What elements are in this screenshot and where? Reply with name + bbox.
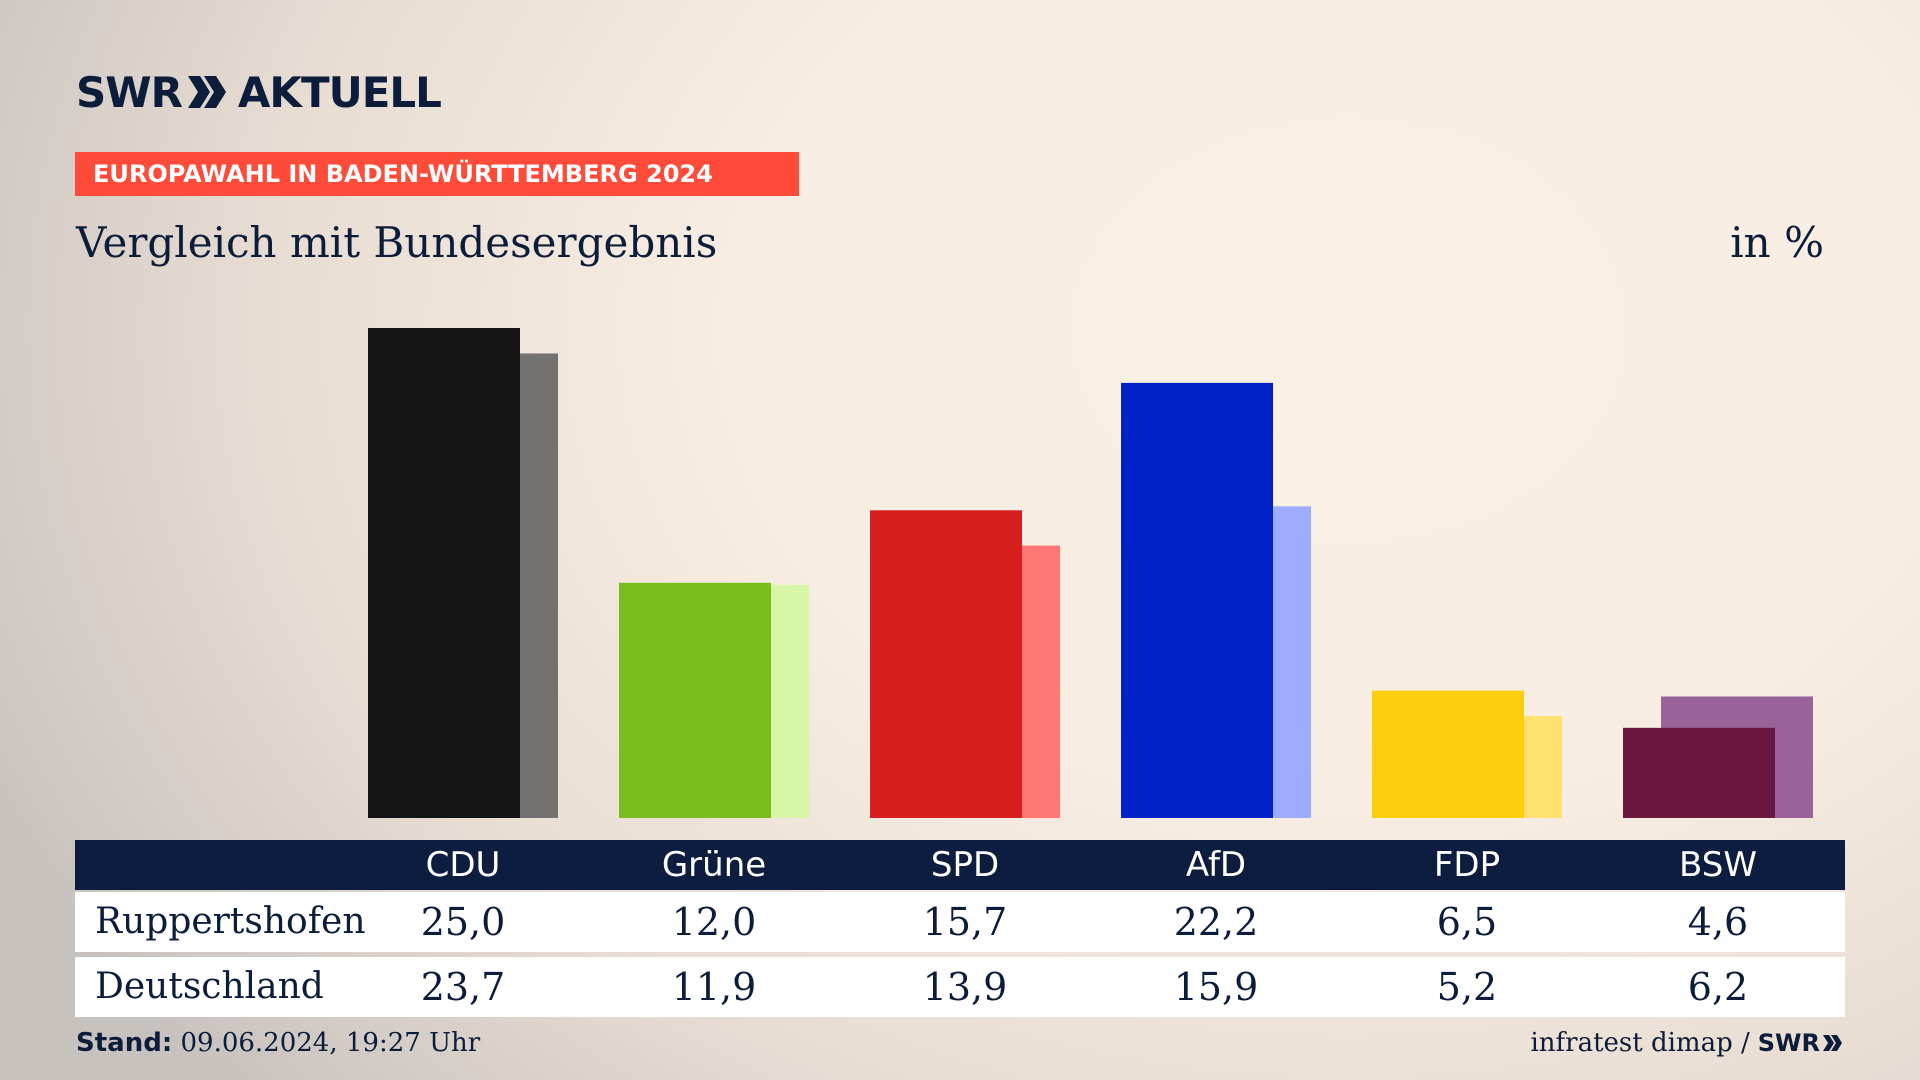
table-header: CDU Grüne SPD AfD FDP BSW [75,840,1845,890]
bar-ruppertshofen-afd [1121,382,1273,818]
bar-ruppertshofen-spd [870,510,1022,818]
row-label: Ruppertshofen [95,901,366,942]
value-cell-afd: 15,9 [1173,965,1259,1009]
column-header-cdu: CDU [425,845,501,885]
timestamp-value: 09.06.2024, 19:27 Uhr [180,1028,481,1058]
bar-chart [368,328,1813,818]
bar-ruppertshofen-grüne [619,582,771,818]
column-header-grüne: Grüne [661,845,767,885]
value-cell-afd: 22,2 [1173,900,1259,944]
source-text: infratest dimap / [1530,1028,1750,1058]
timestamp: Stand: 09.06.2024, 19:27 Uhr [76,1028,480,1058]
logo-swr-text: SWR [76,67,183,117]
table-row-national: Deutschland 23,7 11,9 13,9 15,9 5,2 6,2 [75,957,1845,1017]
row-label: Deutschland [95,966,324,1007]
value-cell-cdu: 25,0 [420,900,506,944]
source-brand: SWR [1757,1029,1820,1057]
bar-deutschland-fdp [1524,716,1562,818]
value-cell-grüne: 11,9 [671,965,757,1009]
bar-ruppertshofen-bsw [1623,727,1775,818]
bar-deutschland-afd [1273,506,1311,818]
election-banner: EUROPAWAHL IN BADEN-WÜRTTEMBERG 2024 [75,152,799,196]
unit-label: in % [1730,218,1824,267]
results-table: CDU Grüne SPD AfD FDP BSW Ruppertshofen 25,0 1… [75,840,1845,1017]
double-chevron-right-icon [187,76,226,108]
bar-ruppertshofen-cdu [368,328,520,818]
value-cell-spd: 13,9 [922,965,1008,1009]
value-cell-fdp: 6,5 [1436,900,1498,944]
value-cell-grüne: 12,0 [671,900,757,944]
value-cell-bsw: 4,6 [1687,900,1749,944]
bar-deutschland-grüne [771,584,809,818]
column-header-bsw: BSW [1679,845,1757,885]
timestamp-label: Stand: [76,1028,173,1058]
source-credit: infratest dimap / SWR [1530,1028,1844,1058]
bar-deutschland-spd [1022,545,1060,818]
column-header-fdp: FDP [1433,845,1501,885]
swr-aktuell-logo: SWR AKTUELL [76,66,442,118]
table-row-local: Ruppertshofen 25,0 12,0 15,7 22,2 6,5 4,6 [75,892,1845,952]
bar-deutschland-cdu [520,353,558,818]
value-cell-bsw: 6,2 [1687,965,1749,1009]
value-cell-fdp: 5,2 [1436,965,1498,1009]
logo-aktuell-text: AKTUELL [237,67,442,117]
chart-subtitle: Vergleich mit Bundesergebnis [76,218,718,267]
column-header-spd: SPD [930,845,1000,885]
double-chevron-right-icon [1823,1035,1842,1051]
value-cell-spd: 15,7 [922,900,1008,944]
bar-ruppertshofen-fdp [1372,690,1524,818]
value-cell-cdu: 23,7 [420,965,506,1009]
column-header-afd: AfD [1185,845,1247,885]
